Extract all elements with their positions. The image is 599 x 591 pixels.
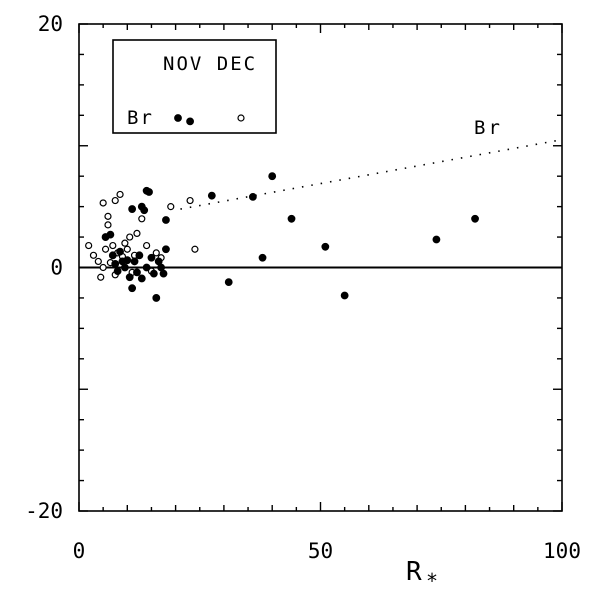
dec-point — [133, 229, 141, 238]
legend-box — [112, 39, 277, 134]
nov-point — [120, 263, 129, 272]
dec-point — [126, 233, 134, 241]
nov-point — [224, 278, 233, 287]
legend-header: NOV DEC — [163, 53, 257, 75]
dec-point — [99, 199, 107, 207]
dec-point — [104, 212, 112, 220]
dec-point — [94, 257, 102, 266]
nov-point — [130, 257, 139, 266]
nov-point — [106, 230, 115, 239]
nov-point — [137, 274, 146, 283]
nov-point — [340, 291, 349, 300]
nov-point — [111, 259, 120, 268]
legend: NOV DEC Br — [112, 39, 277, 134]
nov-point — [152, 294, 161, 302]
dec-point — [191, 245, 199, 253]
y-tick-label: -20 — [25, 499, 63, 523]
dec-point — [85, 241, 93, 250]
dec-point — [186, 196, 194, 205]
nov-point — [135, 251, 144, 260]
dec-point — [104, 221, 112, 229]
dec-point — [167, 203, 175, 211]
nov-point — [186, 117, 194, 126]
dec-point — [99, 263, 107, 272]
nov-point — [268, 172, 277, 181]
dec-point — [143, 241, 151, 250]
x-tick-label: 0 — [73, 539, 86, 563]
nov-point — [471, 214, 479, 223]
legend-nov-marker — [174, 114, 182, 122]
nov-point — [321, 242, 330, 251]
tick-labels: 0 50 100 20 0 -20 — [25, 12, 581, 563]
dec-point — [116, 190, 124, 199]
nov-point — [113, 267, 122, 276]
dec-point — [97, 273, 105, 281]
nov-point — [116, 247, 124, 256]
nov-point — [108, 251, 117, 260]
dec-point — [123, 245, 131, 253]
nov-point — [248, 192, 257, 201]
y-tick-label: 20 — [38, 12, 63, 36]
dec-point — [121, 239, 129, 247]
legend-dec-marker — [237, 114, 245, 122]
axis-ticks — [78, 23, 563, 512]
x-axis-label-text: R — [406, 557, 422, 587]
dec-point — [89, 251, 98, 259]
nov-point — [133, 268, 141, 277]
x-tick-label: 100 — [543, 539, 581, 563]
nov-point — [140, 206, 149, 215]
nov-point — [128, 205, 137, 213]
nov-point — [125, 273, 134, 282]
nov-point — [145, 188, 153, 196]
dec-point — [138, 215, 146, 223]
x-axis-label: R * — [406, 557, 438, 591]
trend-label: Br — [474, 117, 503, 139]
nov-point — [432, 235, 441, 244]
nov-point — [162, 216, 170, 224]
nov-point — [207, 191, 216, 200]
nov-point — [159, 269, 168, 278]
nov-point — [287, 214, 296, 223]
dec-point — [111, 196, 119, 205]
nov-point — [149, 269, 158, 278]
dec-point — [101, 245, 110, 253]
nov-point — [162, 245, 170, 254]
x-axis-label-star: * — [426, 569, 438, 591]
nov-point — [123, 256, 132, 265]
legend-row-label: Br — [127, 107, 154, 129]
nov-point — [147, 253, 156, 262]
series-nov — [101, 117, 479, 302]
trend-line — [180, 138, 563, 210]
nov-point — [142, 263, 151, 272]
dec-point — [152, 249, 160, 257]
nov-point — [258, 253, 267, 262]
x-tick-label: 50 — [308, 539, 333, 563]
dec-point — [109, 241, 117, 250]
y-tick-label: 0 — [50, 256, 63, 280]
nov-point — [128, 284, 137, 293]
